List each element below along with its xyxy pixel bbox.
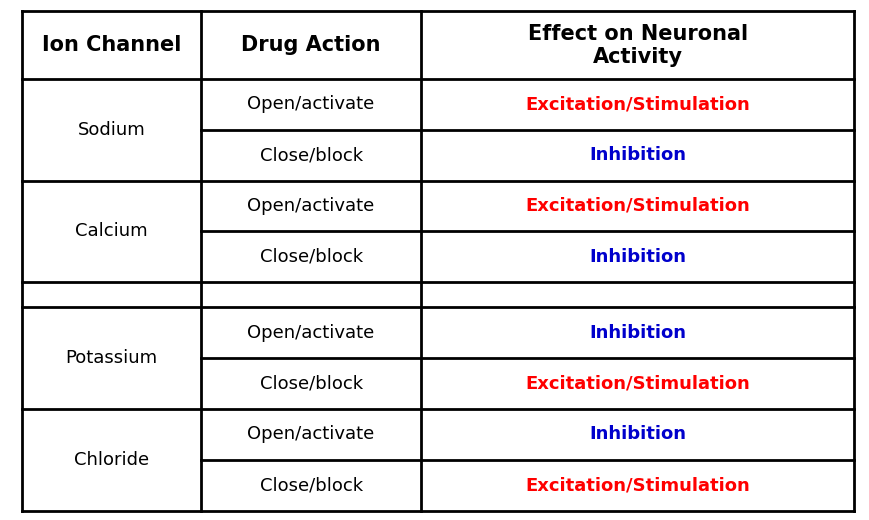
- Text: Ion Channel: Ion Channel: [42, 35, 181, 55]
- Text: Chloride: Chloride: [74, 451, 149, 469]
- Text: Close/block: Close/block: [259, 476, 362, 494]
- Text: Potassium: Potassium: [65, 349, 157, 367]
- Text: Excitation/Stimulation: Excitation/Stimulation: [525, 197, 749, 215]
- Text: Drug Action: Drug Action: [241, 35, 381, 55]
- Text: Effect on Neuronal
Activity: Effect on Neuronal Activity: [527, 23, 747, 67]
- Text: Close/block: Close/block: [259, 146, 362, 164]
- Text: Excitation/Stimulation: Excitation/Stimulation: [525, 476, 749, 494]
- Text: Close/block: Close/block: [259, 248, 362, 266]
- Text: Open/activate: Open/activate: [247, 95, 375, 113]
- Text: Excitation/Stimulation: Excitation/Stimulation: [525, 374, 749, 393]
- Text: Inhibition: Inhibition: [588, 146, 686, 164]
- Text: Sodium: Sodium: [77, 121, 145, 139]
- Text: Excitation/Stimulation: Excitation/Stimulation: [525, 95, 749, 113]
- Text: Open/activate: Open/activate: [247, 425, 375, 444]
- Text: Open/activate: Open/activate: [247, 323, 375, 342]
- Text: Calcium: Calcium: [75, 223, 148, 240]
- Text: Close/block: Close/block: [259, 374, 362, 393]
- Text: Inhibition: Inhibition: [588, 248, 686, 266]
- Text: Inhibition: Inhibition: [588, 425, 686, 444]
- Text: Open/activate: Open/activate: [247, 197, 375, 215]
- Text: Inhibition: Inhibition: [588, 323, 686, 342]
